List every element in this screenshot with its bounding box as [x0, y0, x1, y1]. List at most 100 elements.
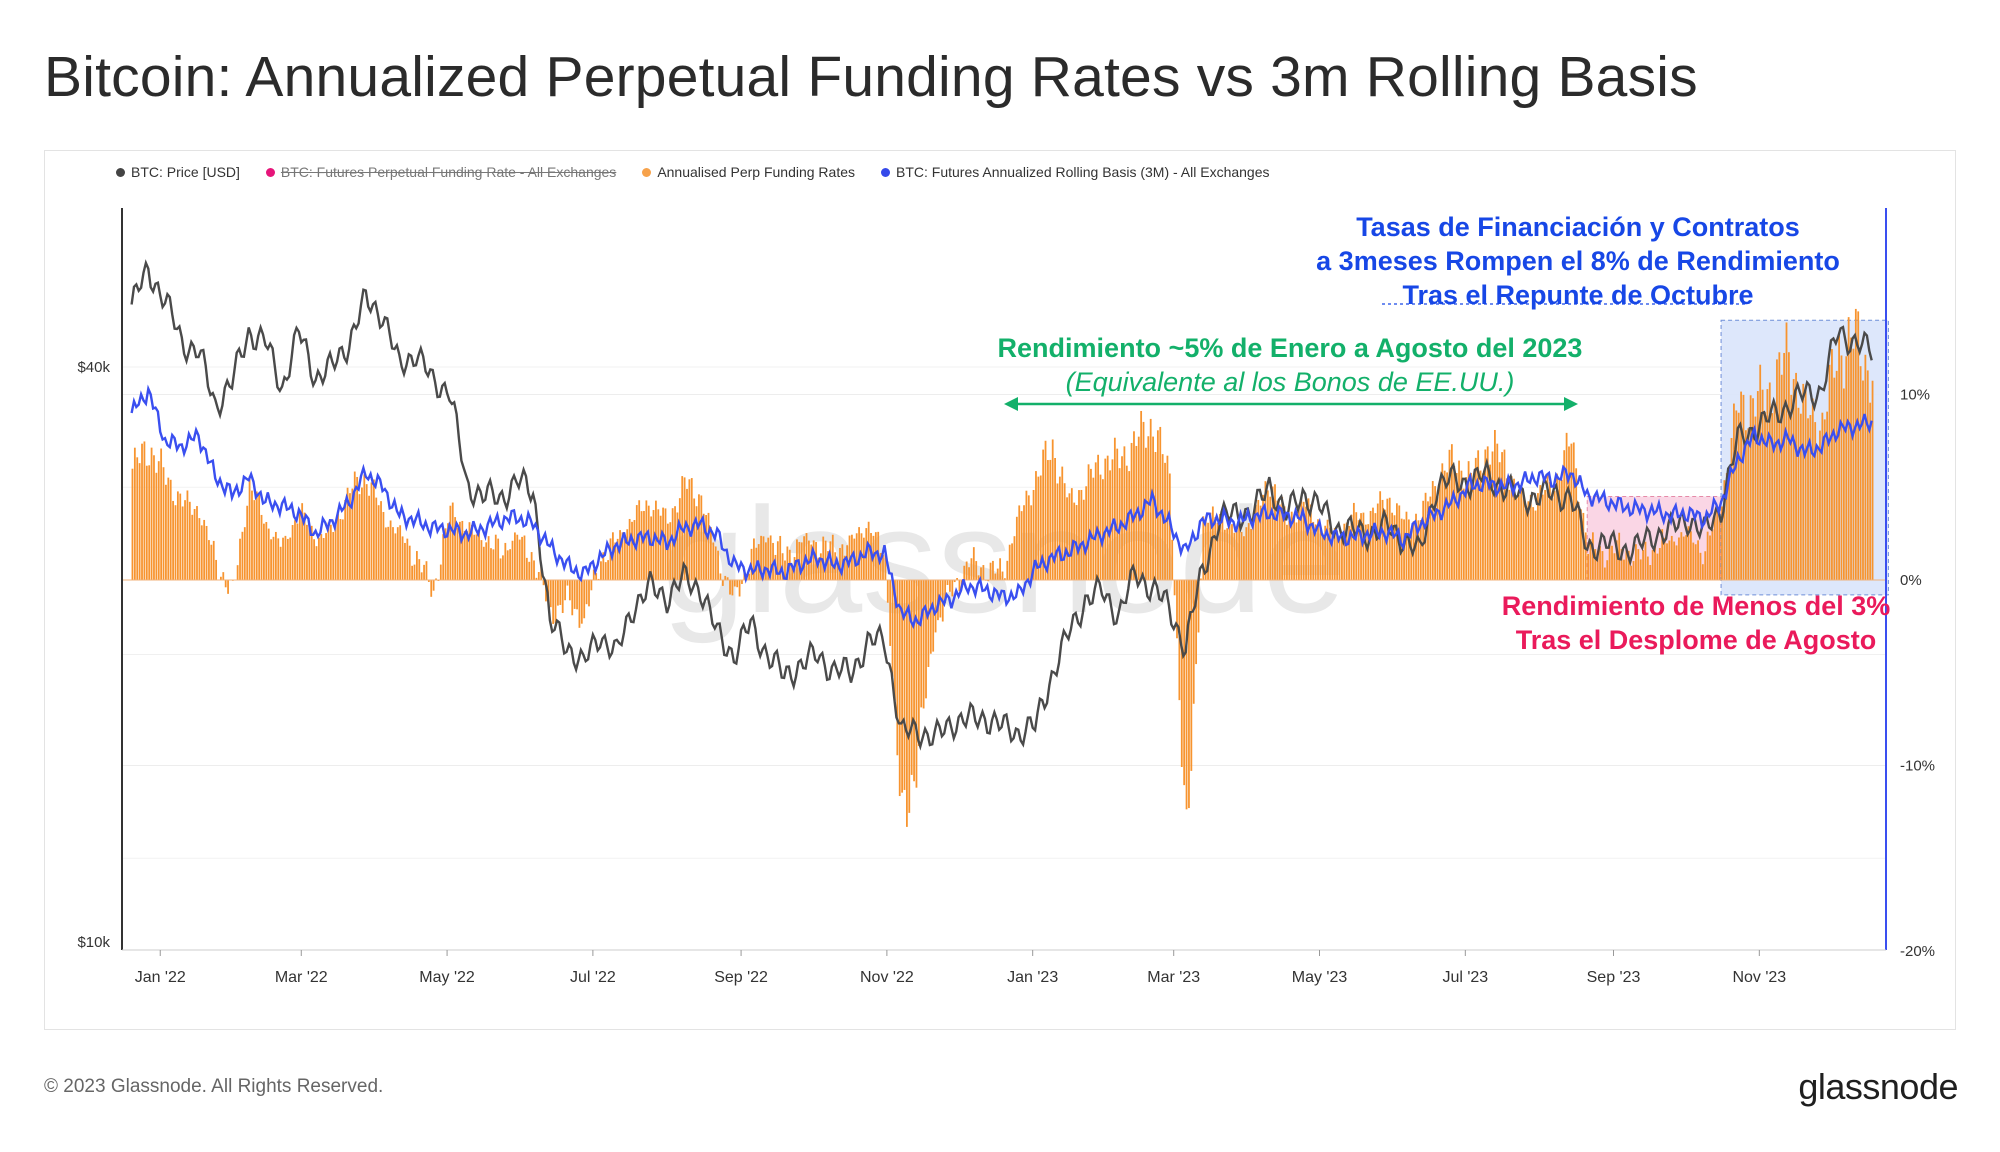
funding-bar	[1326, 519, 1329, 580]
funding-bar	[1372, 507, 1374, 580]
funding-bar	[1374, 513, 1377, 580]
funding-bar	[1061, 466, 1064, 580]
legend-item-3[interactable]: BTC: Futures Annualized Rolling Basis (3…	[881, 164, 1270, 180]
funding-bar	[399, 525, 402, 580]
funding-bar	[1264, 481, 1267, 580]
funding-bar	[1254, 504, 1257, 580]
funding-bar	[1498, 462, 1501, 580]
funding-bar	[992, 560, 994, 580]
funding-bar	[1838, 333, 1840, 580]
funding-bar	[1023, 505, 1025, 580]
x-tick-label: Mar '23	[1147, 969, 1200, 986]
legend-item-0[interactable]: BTC: Price [USD]	[116, 164, 240, 180]
arrow-head-right	[1564, 397, 1578, 411]
funding-bar	[1661, 529, 1664, 580]
funding-bar	[1520, 487, 1523, 580]
funding-bar	[1336, 530, 1339, 580]
funding-bar	[1484, 449, 1487, 580]
y-left-tick-label: $40k	[77, 359, 110, 376]
funding-bar	[174, 505, 177, 580]
funding-bar	[1752, 398, 1754, 580]
funding-bar	[1494, 429, 1496, 580]
funding-bar	[473, 534, 476, 580]
funding-bar	[934, 580, 937, 633]
funding-bar	[380, 501, 382, 580]
funding-bar	[344, 500, 347, 580]
funding-bar	[736, 580, 739, 588]
funding-bar	[444, 528, 447, 580]
funding-bar	[1515, 496, 1518, 580]
legend-item-2[interactable]: Annualised Perp Funding Rates	[642, 164, 855, 180]
funding-bar	[1070, 488, 1073, 580]
funding-bar	[1436, 496, 1439, 580]
funding-bar	[695, 506, 698, 580]
funding-bar	[172, 500, 174, 580]
funding-bar	[1037, 476, 1040, 580]
funding-bar	[143, 441, 146, 580]
legend-marker	[265, 167, 275, 177]
funding-bar	[1699, 552, 1702, 580]
funding-bar	[1176, 580, 1178, 639]
funding-bar	[1682, 536, 1685, 580]
funding-bar	[1828, 364, 1831, 580]
funding-bar	[733, 580, 736, 587]
funding-bar	[1360, 513, 1362, 580]
funding-bar	[1018, 505, 1021, 580]
legend-marker	[116, 167, 125, 177]
glassnode-logo[interactable]: glassnode	[1798, 1066, 1958, 1107]
funding-bar	[361, 487, 363, 580]
funding-bar	[480, 540, 483, 580]
funding-bar	[236, 565, 239, 580]
funding-bar	[1188, 580, 1190, 809]
funding-bar	[573, 580, 576, 609]
funding-bar	[1343, 523, 1346, 580]
funding-bar	[449, 505, 452, 580]
funding-bar	[387, 526, 390, 580]
funding-bar	[1814, 422, 1817, 580]
funding-bar	[753, 538, 755, 580]
funding-bar	[1551, 498, 1554, 580]
funding-bar	[908, 580, 911, 813]
funding-bar	[1195, 580, 1198, 665]
funding-bar	[1252, 524, 1255, 580]
funding-bar	[523, 535, 526, 580]
funding-bar	[1099, 474, 1102, 580]
funding-bar	[1204, 518, 1207, 580]
funding-bar	[318, 537, 320, 580]
funding-bar	[621, 532, 624, 580]
funding-bar	[762, 536, 765, 580]
funding-bar	[686, 488, 688, 580]
funding-bar	[604, 562, 607, 580]
funding-bar	[1216, 522, 1219, 580]
funding-bar	[951, 580, 954, 597]
funding-bar	[1489, 464, 1492, 580]
funding-bar	[1778, 352, 1781, 580]
funding-bar	[1756, 391, 1759, 580]
funding-bar	[956, 578, 958, 580]
funding-bar	[482, 546, 485, 580]
funding-bar	[1025, 490, 1028, 580]
funding-bar	[1802, 383, 1805, 580]
funding-bar	[1020, 511, 1023, 580]
funding-bar	[975, 561, 978, 580]
funding-bar	[370, 482, 373, 580]
funding-bar	[351, 488, 354, 580]
funding-bar	[717, 550, 719, 580]
funding-bar	[1491, 451, 1494, 580]
funding-bar	[1768, 382, 1771, 580]
funding-bar	[1508, 489, 1511, 580]
funding-bar	[592, 569, 595, 580]
funding-bar	[915, 580, 918, 788]
funding-bar	[1298, 507, 1300, 580]
funding-bar	[972, 547, 975, 580]
funding-bar	[394, 533, 397, 580]
funding-bar	[1792, 379, 1795, 580]
legend-item-1[interactable]: BTC: Futures Perpetual Funding Rate - Al…	[265, 164, 616, 180]
funding-bar	[1754, 416, 1757, 580]
funding-bar	[1443, 470, 1446, 580]
funding-bar	[602, 552, 605, 580]
funding-bar	[1658, 547, 1661, 580]
funding-bar	[1503, 449, 1506, 580]
funding-bar	[1250, 528, 1252, 580]
funding-bar	[1630, 565, 1633, 580]
